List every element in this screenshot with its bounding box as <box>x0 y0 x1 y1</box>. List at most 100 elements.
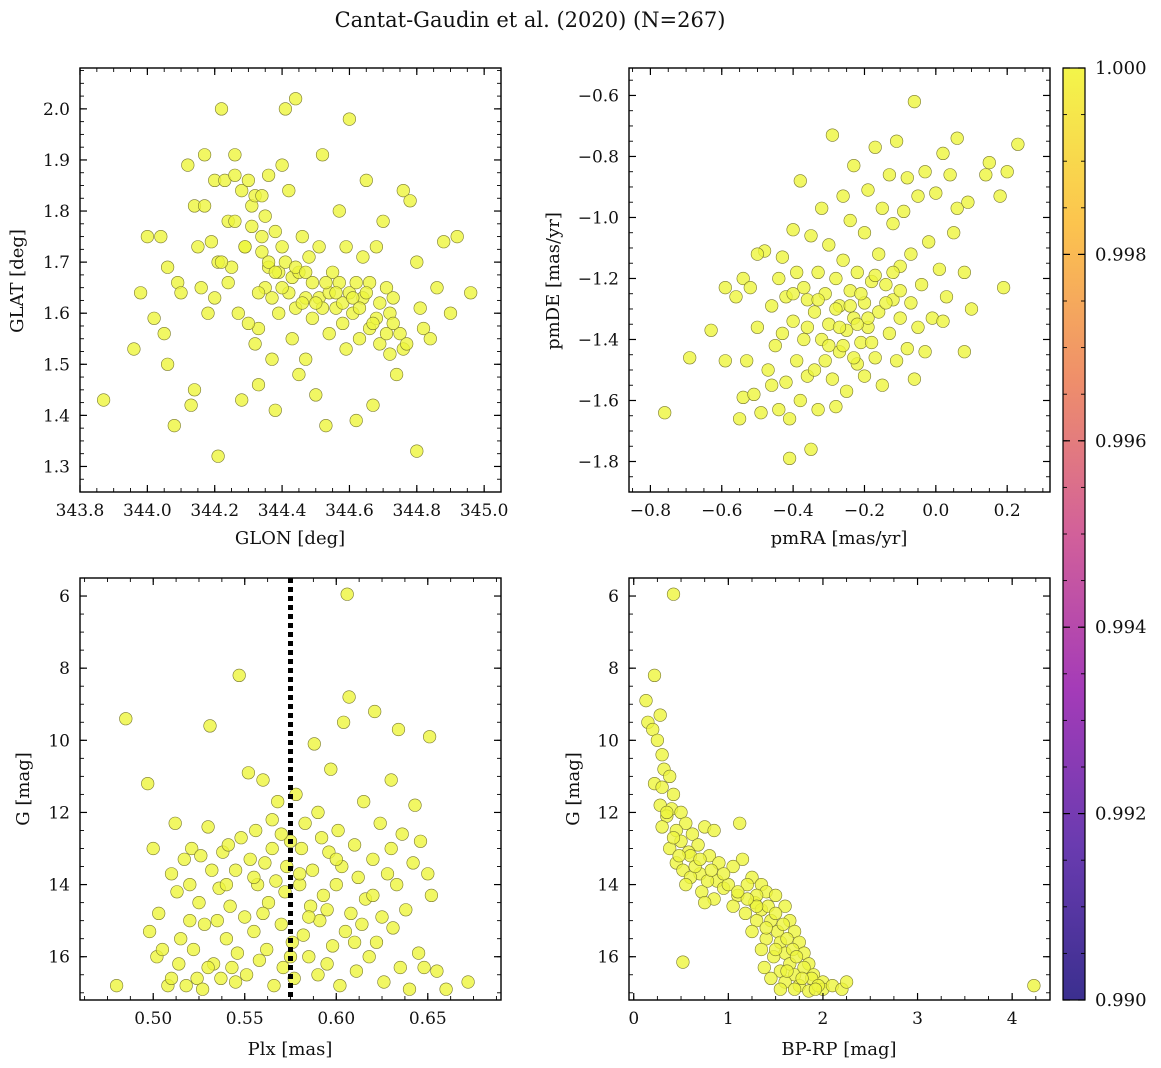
data-point <box>421 867 435 881</box>
data-point <box>797 281 811 295</box>
data-point <box>109 978 124 993</box>
data-point <box>807 305 822 319</box>
x-axis-label: Plx [mas] <box>248 1039 333 1060</box>
y-tick-label: −0.8 <box>578 147 619 167</box>
data-point <box>337 715 351 729</box>
data-point <box>302 250 316 264</box>
axes-frame <box>628 67 1051 493</box>
data-point <box>786 314 800 328</box>
data-point <box>666 587 681 601</box>
data-point <box>346 291 360 305</box>
data-point <box>655 780 669 794</box>
y-axis-label: G [mag] <box>563 752 584 825</box>
data-point <box>312 240 326 254</box>
data-point <box>904 296 918 310</box>
colorbar-tick-label: 0.996 <box>1095 431 1147 452</box>
data-point <box>423 332 437 346</box>
data-point <box>157 327 171 341</box>
data-point <box>850 317 864 331</box>
data-point <box>201 820 215 834</box>
data-point <box>320 957 334 971</box>
x-tick-label: 344.0 <box>123 501 172 521</box>
data-point <box>186 942 201 957</box>
data-point <box>950 131 964 145</box>
data-point <box>1011 137 1025 151</box>
data-point <box>214 102 229 116</box>
data-point <box>260 942 274 957</box>
x-tick-label: −0.8 <box>630 501 671 521</box>
data-point <box>653 708 667 722</box>
data-point <box>352 332 367 346</box>
data-point <box>187 383 202 397</box>
data-point <box>154 230 168 244</box>
data-point <box>191 240 205 254</box>
scatter-points <box>96 92 478 463</box>
data-point <box>245 219 259 233</box>
y-tick-label: 1.4 <box>43 406 70 426</box>
data-point <box>740 877 754 892</box>
data-point <box>190 971 204 986</box>
x-axis-label: GLON [deg] <box>235 528 345 549</box>
data-point <box>276 960 290 975</box>
data-point <box>390 367 404 382</box>
panel-plx-g: Plx [mas] G [mag] 0.50 0.55 0.60 0.65 6 8 10 12… <box>13 577 502 1060</box>
data-point <box>384 773 398 787</box>
data-point <box>235 184 249 198</box>
data-point <box>309 388 323 402</box>
data-point <box>416 321 431 336</box>
x-tick-label: −0.2 <box>844 501 885 521</box>
data-point <box>214 255 229 269</box>
data-point <box>740 892 754 906</box>
data-point <box>311 805 325 820</box>
data-point <box>229 863 243 877</box>
data-point <box>808 982 823 996</box>
data-point <box>893 311 907 325</box>
colorbar-tick-label: 0.992 <box>1095 804 1147 825</box>
data-point <box>850 265 864 280</box>
data-point <box>342 112 357 126</box>
data-point <box>406 856 420 870</box>
data-point <box>292 367 306 382</box>
data-point <box>430 281 444 295</box>
data-point <box>911 320 925 334</box>
data-point <box>735 852 750 866</box>
y-tick-label: 1.7 <box>43 253 70 273</box>
data-point <box>733 816 747 830</box>
x-tick-label: 0.50 <box>134 1009 172 1029</box>
data-point <box>666 831 681 845</box>
x-axis-label: pmRA [mas/yr] <box>771 528 908 549</box>
data-point <box>198 148 212 162</box>
y-tick-label: −1.2 <box>578 269 619 289</box>
data-point <box>339 342 353 356</box>
data-point <box>400 337 414 351</box>
y-tick-label: 6 <box>59 587 70 607</box>
data-point <box>319 276 333 290</box>
x-tick-label: 0.65 <box>409 1009 447 1029</box>
data-point <box>247 870 261 885</box>
data-point <box>373 296 387 310</box>
data-point <box>726 859 740 874</box>
data-point <box>333 978 347 993</box>
data-point <box>650 733 665 747</box>
data-point <box>800 320 815 334</box>
data-point <box>868 351 882 365</box>
data-point <box>174 286 188 300</box>
data-point <box>776 917 790 931</box>
data-point <box>249 823 263 838</box>
data-point <box>248 337 262 351</box>
data-point <box>238 910 252 924</box>
data-point <box>693 852 707 866</box>
y-tick-label: 1.5 <box>43 355 70 375</box>
data-point <box>296 928 310 942</box>
data-point <box>289 92 303 106</box>
y-axis-label: GLAT [deg] <box>7 229 28 333</box>
data-point <box>143 924 157 939</box>
data-point <box>857 226 872 240</box>
colorbar-tick-label: 1.000 <box>1095 58 1147 79</box>
data-point <box>96 393 111 407</box>
data-point <box>322 327 336 341</box>
data-point <box>698 895 712 910</box>
data-point <box>369 240 384 254</box>
data-point <box>267 978 281 993</box>
data-point <box>247 924 261 939</box>
